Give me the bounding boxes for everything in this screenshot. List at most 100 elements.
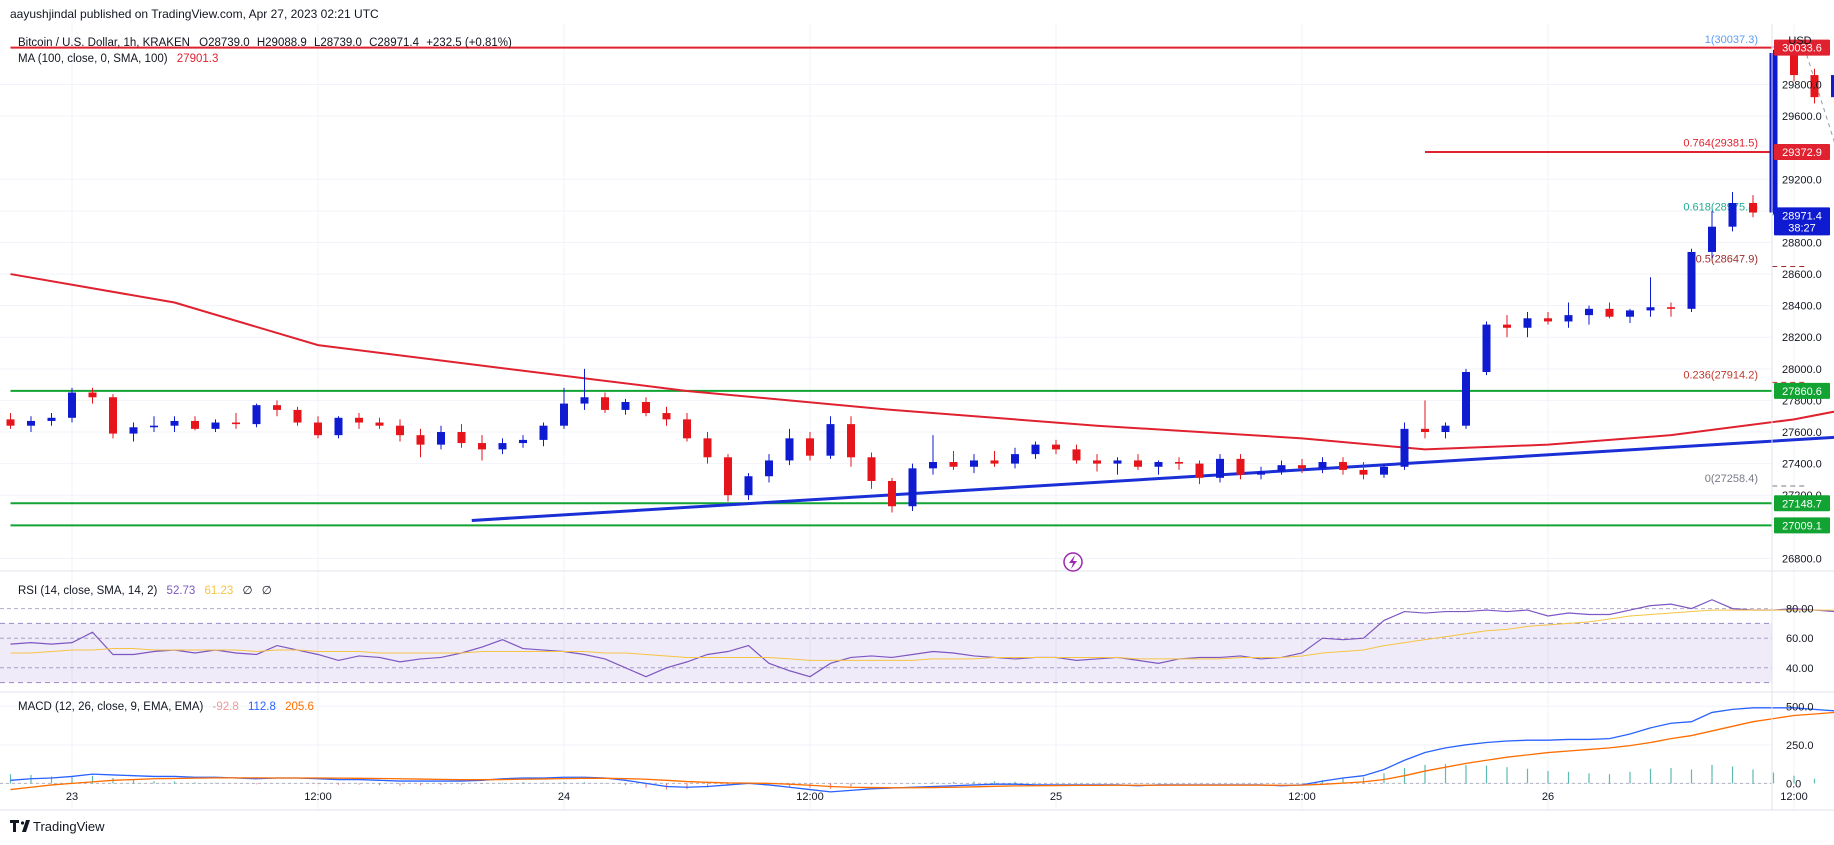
candle-body: [273, 405, 281, 410]
candle-body: [744, 476, 753, 496]
candle: [683, 413, 691, 442]
candle: [1236, 454, 1245, 480]
candle: [1544, 311, 1552, 325]
price-tag: [1774, 382, 1830, 399]
candle-body: [27, 420, 35, 426]
candle: [109, 394, 117, 439]
candle: [1011, 447, 1019, 469]
candle: [621, 398, 630, 415]
price-tag-label: 30033.6: [1782, 43, 1822, 55]
candle-body: [314, 422, 322, 436]
candle: [1646, 277, 1655, 317]
candle: [642, 397, 650, 417]
candle: [129, 422, 138, 442]
candle-body: [1646, 307, 1655, 311]
macd-signal-line: [10, 711, 1834, 791]
candle-body: [683, 419, 691, 439]
candle: [293, 406, 302, 426]
price-tag-label: 27860.6: [1782, 386, 1822, 398]
candle-body: [519, 439, 527, 444]
footer-brand: TradingView: [33, 819, 105, 834]
candle: [806, 432, 814, 461]
candle: [1708, 210, 1716, 259]
candle: [211, 419, 220, 433]
candle-body: [1031, 444, 1040, 455]
series: [9, 273, 1834, 793]
ma-legend-value: 27901.3: [177, 53, 219, 65]
candle: [68, 387, 76, 423]
candle: [1749, 195, 1757, 218]
candle: [498, 438, 507, 455]
candle-body: [150, 425, 158, 428]
candle-body: [560, 403, 568, 426]
candle-body: [1175, 462, 1183, 464]
candle: [1605, 302, 1614, 319]
candle: [601, 392, 609, 414]
rsi-y-tick-label: 80.00: [1786, 604, 1814, 616]
macd-y-tick-label: 250.0: [1786, 740, 1814, 752]
x-tick-label: 26: [1542, 791, 1554, 803]
candle: [744, 473, 753, 500]
candle-body: [580, 397, 589, 404]
rsi-ma-legend-value: 61.23: [205, 585, 234, 597]
candle-body: [416, 435, 425, 445]
candle-body: [355, 417, 363, 423]
candle: [1318, 457, 1327, 474]
candle: [1134, 454, 1142, 470]
candle: [1503, 315, 1511, 338]
candle-body: [1236, 458, 1245, 475]
candle: [662, 406, 671, 426]
x-tick-label: 25: [1050, 791, 1062, 803]
price-tag-label: 27148.7: [1782, 498, 1822, 510]
candle-body: [1503, 324, 1511, 328]
trendline: [471, 435, 1834, 522]
candle: [1216, 454, 1224, 483]
y-tick-label: 28800.0: [1782, 237, 1822, 249]
candle-body: [1790, 52, 1798, 76]
candle: [1769, 49, 1778, 215]
candle: [1626, 308, 1634, 324]
rsi-y-tick-label: 60.00: [1786, 633, 1814, 645]
fib-level-label: 0(27258.4): [1705, 473, 1758, 485]
candle-body: [334, 417, 343, 436]
candle-body: [1626, 310, 1634, 317]
lightning-icon[interactable]: [1063, 552, 1083, 572]
currency-label: USD: [1788, 35, 1811, 47]
candle: [847, 416, 855, 467]
rsi-legend-value: 52.73: [167, 585, 196, 597]
macd-legend: MACD (12, 26, close, 9, EMA, EMA) -92.8 …: [18, 701, 314, 713]
price-tag: [1774, 495, 1830, 512]
candle-body: [1216, 458, 1224, 478]
candle-body: [457, 432, 466, 444]
rsi-line: [10, 599, 1834, 678]
candle-body: [826, 424, 835, 456]
rsi-legend-empty: ∅: [262, 585, 272, 597]
candle-body: [785, 438, 794, 461]
candle: [1195, 460, 1204, 485]
candle-body: [1298, 465, 1306, 469]
x-tick-label: 12:00: [1288, 791, 1316, 803]
macd-hist-value: -92.8: [213, 701, 239, 713]
candle-body: [1462, 371, 1470, 426]
candle: [560, 387, 568, 429]
rsi-ma-line: [10, 609, 1834, 661]
candle: [1728, 191, 1737, 232]
candle: [273, 400, 281, 417]
price-tag: [1774, 207, 1830, 236]
candle: [1523, 311, 1532, 338]
candle: [519, 435, 527, 448]
candle: [888, 477, 896, 513]
candle: [1831, 75, 1834, 98]
ma-100-line: [10, 273, 1834, 451]
candle-body: [847, 424, 855, 458]
candle-body: [1769, 52, 1778, 213]
candle: [1277, 460, 1286, 475]
candle-body: [109, 397, 117, 434]
publisher-line: aayushjindal published on TradingView.co…: [10, 7, 379, 21]
candle: [1482, 321, 1491, 376]
levels: 1(30037.3) 0.764(29381.5) 0.618(28975.8) 0.…: [10, 34, 1834, 527]
candle: [1298, 458, 1306, 474]
candle: [1564, 302, 1573, 328]
fib-level-label: 0.5(28647.9): [1696, 254, 1758, 266]
